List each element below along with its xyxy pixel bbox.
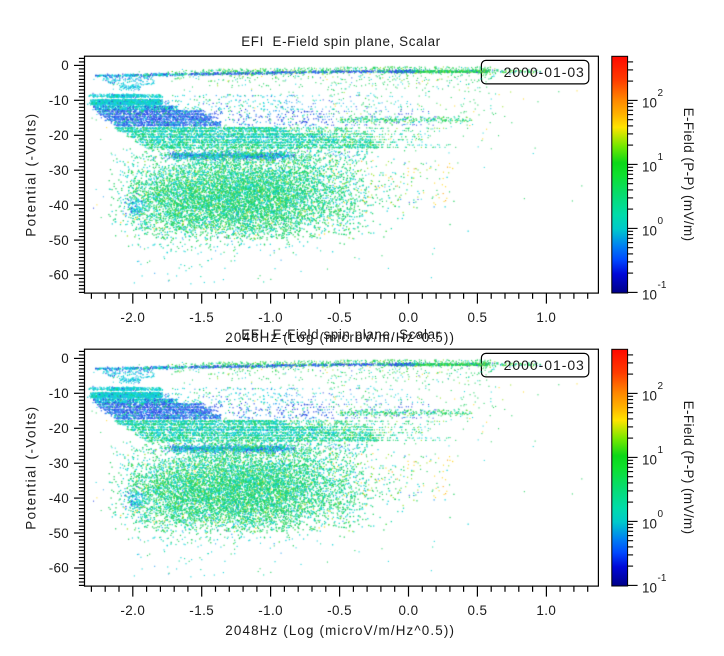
svg-text:10: 10 — [642, 452, 657, 467]
svg-text:-1.5: -1.5 — [189, 603, 214, 618]
svg-text:EFI E-Field spin plane, Scala: EFI E-Field spin plane, Scalar — [241, 327, 440, 342]
svg-text:-2.0: -2.0 — [120, 603, 145, 618]
svg-text:-1.5: -1.5 — [189, 310, 214, 325]
svg-text:-0.5: -0.5 — [327, 603, 352, 618]
svg-text:E-Field (P-P) (mV/m): E-Field (P-P) (mV/m) — [681, 401, 696, 535]
svg-text:-50: -50 — [49, 526, 69, 541]
svg-text:EFI E-Field spin plane, Scala: EFI E-Field spin plane, Scalar — [241, 34, 440, 49]
svg-text:-1: -1 — [658, 573, 667, 584]
svg-text:2048Hz (Log (microV/m/Hz^0.5)): 2048Hz (Log (microV/m/Hz^0.5)) — [225, 623, 455, 638]
svg-text:10: 10 — [642, 287, 657, 302]
svg-text:10: 10 — [642, 580, 657, 595]
svg-text:-2.0: -2.0 — [120, 310, 145, 325]
svg-text:1.0: 1.0 — [536, 603, 556, 618]
svg-text:2000-01-03: 2000-01-03 — [504, 64, 585, 80]
svg-text:0.0: 0.0 — [399, 310, 419, 325]
svg-text:0: 0 — [61, 351, 69, 366]
svg-text:2048Hz (Log (microV/m/Hz^0.5)): 2048Hz (Log (microV/m/Hz^0.5)) — [225, 330, 455, 345]
svg-text:2: 2 — [658, 381, 664, 392]
svg-text:2: 2 — [658, 88, 664, 99]
svg-text:-1: -1 — [658, 280, 667, 291]
svg-text:-0.5: -0.5 — [327, 310, 352, 325]
svg-text:-10: -10 — [49, 386, 69, 401]
svg-text:10: 10 — [642, 516, 657, 531]
svg-text:-60: -60 — [49, 561, 69, 576]
svg-text:10: 10 — [642, 388, 657, 403]
svg-text:10: 10 — [642, 223, 657, 238]
svg-text:-1.0: -1.0 — [258, 603, 283, 618]
svg-text:-30: -30 — [49, 163, 69, 178]
svg-text:0.5: 0.5 — [467, 310, 487, 325]
svg-text:1: 1 — [658, 445, 664, 456]
svg-text:1: 1 — [658, 152, 664, 163]
svg-text:0.0: 0.0 — [399, 603, 419, 618]
svg-text:-40: -40 — [49, 491, 69, 506]
svg-text:0: 0 — [658, 216, 664, 227]
svg-text:2000-01-03: 2000-01-03 — [504, 357, 585, 373]
svg-text:-30: -30 — [49, 456, 69, 471]
svg-text:0: 0 — [658, 509, 664, 520]
svg-text:10: 10 — [642, 159, 657, 174]
svg-text:-40: -40 — [49, 198, 69, 213]
svg-text:0.5: 0.5 — [467, 603, 487, 618]
svg-text:Potential (-Volts): Potential (-Volts) — [24, 112, 39, 236]
svg-text:0: 0 — [61, 58, 69, 73]
svg-text:10: 10 — [642, 95, 657, 110]
svg-text:-20: -20 — [49, 421, 69, 436]
svg-text:E-Field (P-P) (mV/m): E-Field (P-P) (mV/m) — [681, 108, 696, 242]
svg-text:-60: -60 — [49, 268, 69, 283]
svg-text:Potential (-Volts): Potential (-Volts) — [24, 405, 39, 529]
svg-text:-1.0: -1.0 — [258, 310, 283, 325]
svg-text:-10: -10 — [49, 93, 69, 108]
svg-text:-50: -50 — [49, 233, 69, 248]
svg-text:1.0: 1.0 — [536, 310, 556, 325]
svg-text:-20: -20 — [49, 128, 69, 143]
